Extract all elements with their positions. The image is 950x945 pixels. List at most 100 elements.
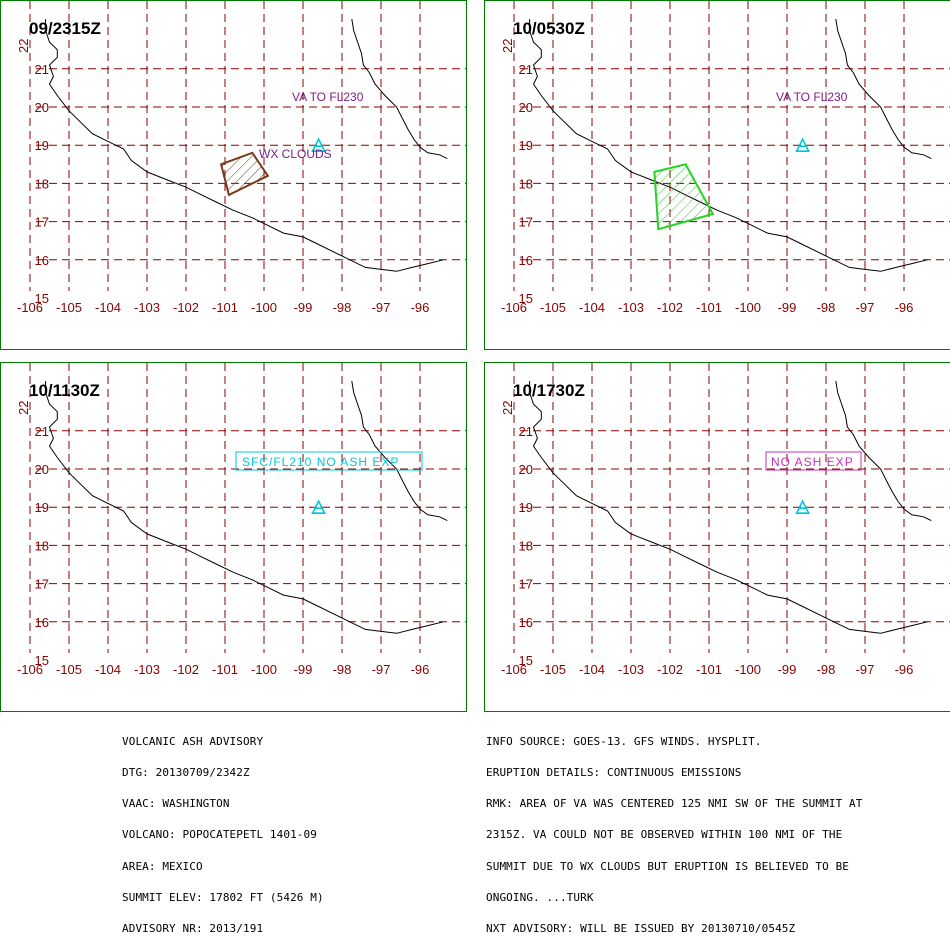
latitude-tick-label: 15: [35, 653, 49, 668]
advisory-line: VOLCANIC ASH ADVISORY: [122, 734, 264, 748]
latitude-tick-label: 20: [35, 462, 49, 477]
map-panel-3: -106 -105 -104 -103 -102 -101 -100 -99 -98 -97 -96…: [0, 362, 467, 712]
advisory-line: RMK: AREA OF VA WAS CENTERED 125 NMI SW …: [486, 797, 863, 811]
pacific-coastline: [45, 19, 444, 272]
advisory-line: ADVISORY NR: 2013/191: [122, 922, 264, 936]
longitude-tick-label: -104: [95, 300, 121, 315]
longitude-tick-label: -99: [778, 300, 797, 315]
longitude-tick-label: -96: [895, 662, 914, 677]
map-canvas: -106 -105 -104 -103 -102 -101 -100 -99 -98 -97 -96…: [16, 363, 466, 677]
advisory-line: NXT ADVISORY: WILL BE ISSUED BY 20130710…: [486, 922, 796, 936]
longitude-tick-label: -104: [95, 662, 121, 677]
map-canvas: -106 -105 -104 -103 -102 -101 -100 -99 -98 -97 -96…: [16, 1, 466, 315]
volcano-icon: [795, 137, 810, 152]
latitude-tick-label: 18: [35, 176, 49, 191]
longitude-tick-label: -99: [778, 662, 797, 677]
longitude-tick-label: -106: [501, 300, 527, 315]
map-canvas: -106 -105 -104 -103 -102 -101 -100 -99 -98 -97 -96…: [500, 1, 950, 315]
advisory-remarks-block: INFO SOURCE: GOES-13. GFS WINDS. HYSPLIT…: [486, 716, 862, 945]
latitude-tick-label: 19: [35, 138, 49, 153]
ash-height-annotation: VA TO FL230: [776, 90, 848, 104]
longitude-tick-label: -97: [856, 300, 875, 315]
map-panel-4: -106 -105 -104 -103 -102 -101 -100 -99 -98 -97 -96…: [484, 362, 950, 712]
advisory-header-block: VOLCANIC ASH ADVISORY DTG: 20130709/2342…: [122, 716, 324, 945]
longitude-tick-label: -98: [817, 662, 836, 677]
longitude-tick-label: -102: [657, 662, 683, 677]
longitude-tick-label: -103: [134, 662, 160, 677]
longitude-tick-label: -96: [411, 662, 430, 677]
gulf-coastline: [835, 381, 932, 522]
longitude-tick-label: -98: [817, 300, 836, 315]
latitude-tick-label: 15: [35, 291, 49, 306]
advisory-line: DTG: 20130709/2342Z: [122, 766, 250, 780]
longitude-tick-label: -102: [173, 300, 199, 315]
map-canvas: -106 -105 -104 -103 -102 -101 -100 -99 -98 -97 -96…: [500, 363, 950, 677]
longitude-tick-label: -105: [56, 662, 82, 677]
longitude-tick-label: -100: [735, 300, 761, 315]
advisory-line: ONGOING. ...TURK: [486, 890, 594, 904]
advisory-line: SUMMIT ELEV: 17802 FT (5426 M): [122, 890, 324, 904]
latitude-tick-label: 18: [519, 176, 533, 191]
advisory-line: INFO SOURCE: GOES-13. GFS WINDS. HYSPLIT…: [486, 734, 762, 748]
longitude-tick-label: -102: [657, 300, 683, 315]
latitude-tick-label: 17: [35, 577, 49, 592]
latitude-tick-label: 16: [35, 615, 49, 630]
panel-time-label: 10/1730Z: [513, 381, 585, 400]
longitude-tick-label: -102: [173, 662, 199, 677]
pacific-coastline: [45, 381, 444, 634]
panel-time-label: 09/2315Z: [29, 19, 101, 38]
volcano-icon: [795, 499, 810, 514]
longitude-tick-label: -101: [212, 300, 238, 315]
latitude-tick-label: 18: [519, 538, 533, 553]
no-ash-annotation: NO ASH EXP: [771, 455, 854, 469]
volcano-icon: [311, 499, 326, 514]
no-ash-box: [765, 451, 862, 471]
latitude-tick-label: 21: [35, 62, 49, 77]
longitude-tick-label: -105: [540, 662, 566, 677]
longitude-tick-label: -97: [372, 662, 391, 677]
latitude-tick-label: 16: [519, 253, 533, 268]
pacific-coastline: [529, 381, 928, 634]
latitude-tick-label: 15: [519, 291, 533, 306]
latitude-tick-label: 17: [519, 215, 533, 230]
latitude-tick-label: 15: [519, 653, 533, 668]
map-panel-2: -106 -105 -104 -103 -102 -101 -100 -99 -98 -97 -96…: [484, 0, 950, 350]
latitude-tick-label: 20: [35, 100, 49, 115]
longitude-tick-label: -106: [17, 300, 43, 315]
latitude-tick-label: 21: [519, 424, 533, 439]
longitude-tick-label: -103: [618, 300, 644, 315]
advisory-line: 2315Z. VA COULD NOT BE OBSERVED WITHIN 1…: [486, 828, 843, 842]
longitude-tick-label: -96: [411, 300, 430, 315]
longitude-tick-label: -101: [696, 662, 722, 677]
longitude-tick-label: -99: [294, 300, 313, 315]
longitude-tick-label: -98: [333, 300, 352, 315]
latitude-tick-label: 21: [35, 424, 49, 439]
latitude-tick-label: 20: [519, 100, 533, 115]
panel-time-label: 10/1130Z: [29, 381, 100, 400]
latitude-tick-label: 22: [500, 401, 515, 415]
latitude-tick-label: 19: [519, 500, 533, 515]
no-ash-box: [235, 451, 423, 471]
latitude-tick-label: 19: [35, 500, 49, 515]
advisory-line: VOLCANO: POPOCATEPETL 1401-09: [122, 828, 317, 842]
longitude-tick-label: -101: [696, 300, 722, 315]
latitude-tick-label: 17: [35, 215, 49, 230]
longitude-tick-label: -100: [251, 300, 277, 315]
latitude-tick-label: 16: [519, 615, 533, 630]
longitude-tick-label: -99: [294, 662, 313, 677]
latitude-tick-label: 22: [500, 39, 515, 53]
longitude-tick-label: -106: [17, 662, 43, 677]
gulf-coastline: [351, 381, 448, 522]
longitude-tick-label: -97: [856, 662, 875, 677]
longitude-tick-label: -104: [579, 662, 605, 677]
advisory-line: SUMMIT DUE TO WX CLOUDS BUT ERUPTION IS …: [486, 859, 850, 873]
longitude-tick-label: -97: [372, 300, 391, 315]
ash-plume-polygon: [653, 163, 715, 231]
longitude-tick-label: -105: [56, 300, 82, 315]
map-panel-1: -106 -105 -104 -103 -102 -101 -100 -99 -98 -97 -96…: [0, 0, 467, 350]
latitude-tick-label: 17: [519, 577, 533, 592]
longitude-tick-label: -106: [501, 662, 527, 677]
longitude-tick-label: -103: [134, 300, 160, 315]
latitude-tick-label: 22: [16, 401, 31, 415]
longitude-tick-label: -100: [251, 662, 277, 677]
